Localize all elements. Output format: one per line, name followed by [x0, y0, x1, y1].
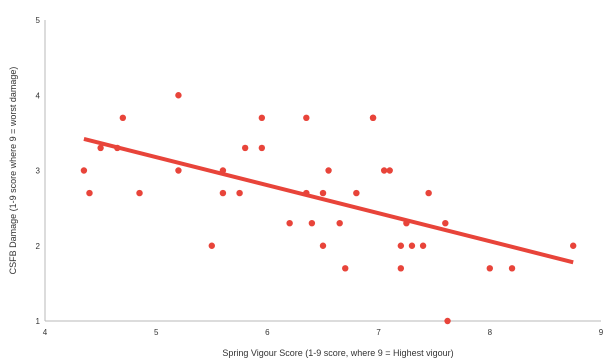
- data-point: [419, 242, 427, 249]
- data-point: [219, 189, 227, 197]
- x-tick-label: 4: [43, 328, 48, 337]
- data-point: [319, 189, 327, 197]
- data-point: [386, 167, 393, 174]
- data-point: [570, 242, 577, 249]
- data-point: [86, 189, 93, 197]
- data-point: [397, 265, 405, 272]
- data-point: [114, 144, 121, 152]
- data-point: [342, 265, 349, 272]
- data-point: [80, 167, 88, 174]
- data-point: [303, 114, 310, 122]
- data-point: [325, 167, 332, 174]
- data-point: [258, 144, 266, 152]
- x-tick-label: 5: [154, 328, 159, 337]
- data-point: [444, 317, 451, 325]
- x-axis-label: Spring Vigour Score (1-9 score, where 9 …: [222, 348, 453, 358]
- data-point: [353, 189, 360, 197]
- data-point: [369, 114, 377, 122]
- data-point: [336, 219, 343, 227]
- y-tick-label: 2: [36, 242, 41, 251]
- y-tick-label: 1: [36, 317, 41, 326]
- data-point: [219, 167, 227, 174]
- data-point: [397, 242, 405, 249]
- trendline-layer: [83, 136, 574, 265]
- data-point: [97, 144, 104, 152]
- data-point: [241, 144, 249, 152]
- data-point: [175, 167, 182, 174]
- tick-labels: 4 5 6 7 8 9 1 2 3 4 5: [36, 16, 604, 337]
- x-tick-label: 6: [265, 328, 270, 337]
- data-point: [119, 114, 127, 122]
- y-tick-label: 3: [36, 167, 41, 176]
- data-point: [236, 189, 243, 197]
- data-point: [408, 242, 416, 249]
- data-point: [403, 219, 410, 227]
- y-tick-label: 4: [36, 91, 41, 100]
- data-point: [258, 114, 266, 122]
- data-point: [308, 219, 316, 227]
- x-tick-label: 9: [599, 328, 604, 337]
- trendline: [83, 136, 574, 265]
- data-point: [442, 219, 449, 227]
- axes: [44, 20, 601, 322]
- data-point: [303, 189, 310, 197]
- data-point: [486, 265, 493, 272]
- data-point: [208, 242, 215, 249]
- data-point: [508, 265, 516, 272]
- y-tick-label: 5: [36, 16, 41, 25]
- data-point: [286, 219, 293, 227]
- data-point: [175, 92, 182, 99]
- y-axis-label: CSFB Damage (1-9 score where 9 = worst d…: [8, 67, 18, 275]
- data-point: [425, 189, 432, 197]
- x-tick-label: 7: [376, 328, 381, 337]
- x-tick-label: 8: [488, 328, 493, 337]
- data-points: [80, 92, 577, 325]
- data-point: [319, 242, 327, 249]
- data-point: [380, 167, 388, 174]
- data-point: [136, 189, 143, 197]
